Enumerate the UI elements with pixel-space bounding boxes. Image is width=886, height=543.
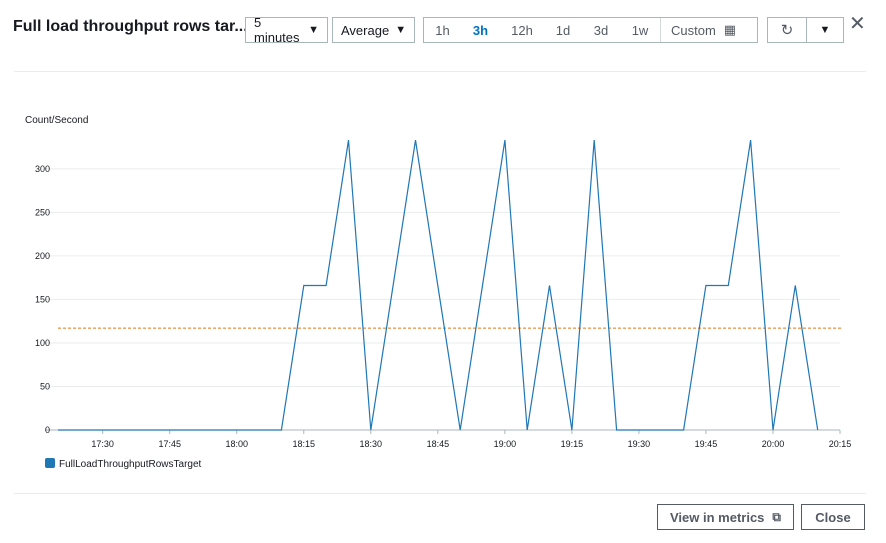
y-tick-label: 250 xyxy=(35,207,50,217)
legend-swatch xyxy=(45,458,55,468)
range-1h[interactable]: 1h xyxy=(435,22,450,38)
x-tick-label: 20:00 xyxy=(762,439,785,449)
x-axis-labels: 17:30 17:45 18:00 18:15 18:30 18:45 19:00 19:15… xyxy=(91,439,851,449)
period-select-value: 5 minutes xyxy=(254,15,300,45)
y-tick-label: 150 xyxy=(35,294,50,304)
x-tick-label: 19:45 xyxy=(695,439,718,449)
x-tick-label: 18:30 xyxy=(360,439,383,449)
x-tick-label: 20:15 xyxy=(829,439,852,449)
caret-down-icon: ▼ xyxy=(308,24,319,36)
close-button-label: Close xyxy=(815,509,851,525)
refresh-group: ↻ ▼ xyxy=(767,17,844,43)
x-tick-label: 19:30 xyxy=(628,439,651,449)
range-12h[interactable]: 12h xyxy=(511,22,533,38)
header-divider xyxy=(14,71,866,72)
series-line-0 xyxy=(58,140,819,431)
range-3d[interactable]: 3d xyxy=(593,22,609,38)
range-1d[interactable]: 1d xyxy=(555,22,571,38)
x-tick-label: 17:45 xyxy=(158,439,181,449)
y-tick-label: 50 xyxy=(40,381,50,391)
widget-title: Full load throughput rows tar... xyxy=(13,18,248,35)
caret-down-icon: ▼ xyxy=(819,24,831,36)
refresh-options-button[interactable]: ▼ xyxy=(807,18,843,42)
range-1w[interactable]: 1w xyxy=(631,22,649,38)
x-tick-label: 18:15 xyxy=(293,439,316,449)
view-in-metrics-label: View in metrics xyxy=(670,509,765,525)
calendar-icon: ▦ xyxy=(723,22,737,37)
caret-down-icon: ▼ xyxy=(395,24,407,36)
x-tick-label: 18:00 xyxy=(225,439,248,449)
close-icon[interactable]: ✕ xyxy=(849,13,866,35)
chart-grid xyxy=(45,168,841,434)
legend-label: FullLoadThroughputRowsTarget xyxy=(59,459,202,470)
footer-divider xyxy=(14,493,866,494)
range-custom-label: Custom xyxy=(671,22,716,38)
statistic-select[interactable]: Average ▼ xyxy=(332,17,415,43)
y-axis-title: Count/Second xyxy=(25,115,88,126)
statistic-select-value: Average xyxy=(341,22,390,38)
y-axis-labels: 0 50 100 150 200 250 300 xyxy=(35,164,50,435)
x-tick-label: 17:30 xyxy=(91,439,114,449)
time-range-group: 1h 3h 12h 1d 3d 1w Custom ▦ xyxy=(423,17,758,43)
x-tick-label: 19:15 xyxy=(561,439,584,449)
x-tick-label: 19:00 xyxy=(494,439,517,449)
view-in-metrics-button[interactable]: View in metrics ⧉ xyxy=(657,504,794,530)
widget-header: Full load throughput rows tar... 5 minut… xyxy=(0,0,886,60)
y-tick-label: 0 xyxy=(45,425,50,435)
legend: FullLoadThroughputRowsTarget xyxy=(45,458,202,470)
y-tick-label: 200 xyxy=(35,251,50,261)
y-tick-label: 100 xyxy=(35,338,50,348)
series-layer xyxy=(58,140,819,431)
close-button[interactable]: Close xyxy=(801,504,865,530)
refresh-icon: ↻ xyxy=(780,22,794,39)
x-tick-label: 18:45 xyxy=(427,439,450,449)
range-3h[interactable]: 3h xyxy=(472,22,489,38)
external-link-icon: ⧉ xyxy=(772,509,781,524)
y-tick-label: 300 xyxy=(35,164,50,174)
range-custom[interactable]: Custom ▦ xyxy=(660,18,746,42)
period-select[interactable]: 5 minutes ▼ xyxy=(245,15,328,45)
refresh-button[interactable]: ↻ xyxy=(768,18,807,42)
